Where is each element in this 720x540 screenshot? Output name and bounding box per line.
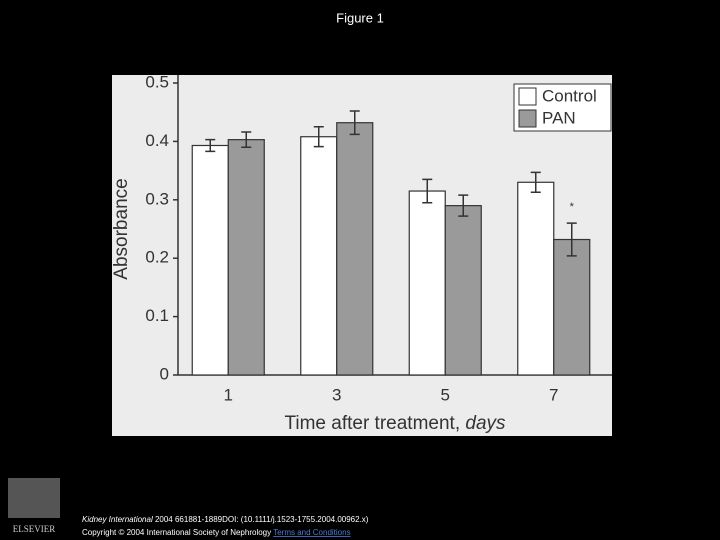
legend-swatch [518,87,537,106]
copyright-text: Copyright © 2004 International Society o… [82,528,271,537]
citation-text: 2004 661881-1889DOI: (10.1111/j.1523-175… [155,515,369,524]
bar [300,136,338,376]
error-bar [205,138,216,153]
x-tick-label: 7 [549,385,558,404]
x-axis-label: Time after treatment, days [284,413,506,434]
citation: Kidney International 2004 661881-1889DOI… [82,515,369,524]
bar [227,139,265,376]
bar [408,190,446,376]
journal: Kidney International [82,515,153,524]
y-tick-label: 0.3 [145,189,169,208]
error-bar [530,171,541,193]
error-bar [313,126,324,148]
logo-text: ELSEVIER [13,524,56,534]
bar [444,205,482,376]
error-bar [349,110,360,136]
x-tick-label: 5 [441,385,450,404]
error-bar [241,131,252,148]
logo-tree [8,478,60,518]
error-bar [458,194,469,217]
y-tick-label: 0.4 [145,131,169,150]
y-tick-label: 0.1 [145,306,169,325]
x-label-text: Time after treatment, [284,413,460,434]
y-tick-label: 0 [160,364,169,383]
bar [191,144,229,376]
bar [517,181,555,376]
x-label-unit: days [465,413,506,434]
bar [553,238,591,376]
error-bar [422,178,433,204]
bar [336,122,374,376]
x-tick-label: 3 [332,385,341,404]
legend-label: PAN [542,108,576,127]
chart: 0 0.1 0.2 0.3 0.4 0.5 Absorbance Time after tre… [111,72,612,434]
x-tick-label: 1 [224,385,233,404]
terms-link[interactable]: Terms and Conditions [273,528,350,537]
copyright: Copyright © 2004 International Society o… [82,528,351,537]
y-axis-label: Absorbance [111,178,132,279]
y-tick-label: 0.5 [145,72,169,91]
y-tick-label: 0.2 [145,248,169,267]
slide-title: Figure 1 [336,10,384,25]
error-bar [566,222,577,257]
legend-swatch [518,109,537,128]
annotation: * [570,201,575,213]
legend-label: Control [542,86,597,105]
